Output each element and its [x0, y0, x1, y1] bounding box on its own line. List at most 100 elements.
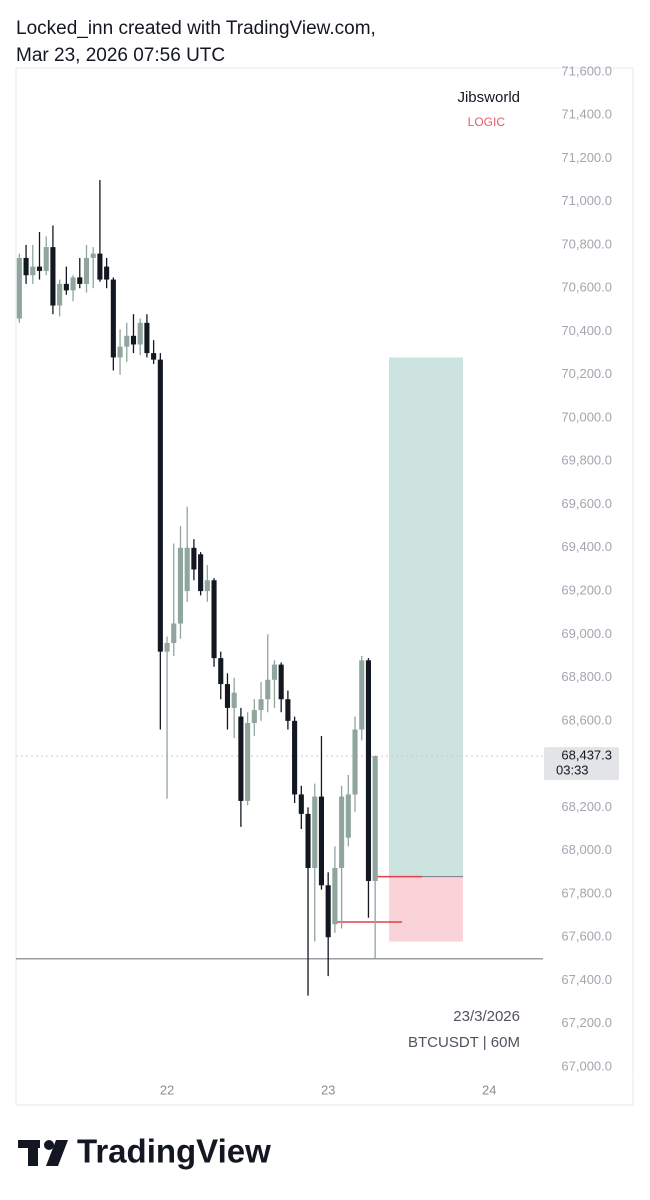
- y-tick-label: 69,400.0: [561, 539, 612, 554]
- y-tick-label: 68,800.0: [561, 669, 612, 684]
- candle-body: [231, 692, 237, 708]
- logo-part: [44, 1140, 54, 1150]
- price-label: 68,437.3: [561, 748, 612, 763]
- candle-body: [332, 867, 338, 925]
- y-tick-label: 71,000.0: [561, 193, 612, 208]
- watermark-date: 23/3/2026: [453, 1008, 520, 1025]
- y-tick-label: 67,600.0: [561, 929, 612, 944]
- y-tick-label: 70,800.0: [561, 236, 612, 251]
- y-tick-label: 71,200.0: [561, 150, 612, 165]
- candle-body: [90, 253, 96, 258]
- price-label-box: [544, 747, 619, 781]
- y-tick-label: 70,400.0: [561, 323, 612, 338]
- y-tick-label: 71,400.0: [561, 107, 612, 122]
- y-tick-label: 69,000.0: [561, 626, 612, 641]
- candle-body: [224, 684, 231, 708]
- candle-body: [130, 335, 137, 345]
- candle-body: [285, 699, 291, 721]
- logo-part: [46, 1140, 68, 1166]
- y-tick-label: 71,600.0: [561, 63, 612, 78]
- price-countdown: 03:33: [556, 763, 589, 778]
- candle-body: [238, 716, 244, 801]
- y-tick-label: 69,200.0: [561, 583, 612, 598]
- candle-body: [251, 710, 257, 724]
- candle-body: [23, 257, 29, 276]
- candle-body: [211, 580, 217, 659]
- candle-body: [70, 277, 76, 291]
- header-line: Mar 23, 2026 07:56 UTC: [16, 45, 225, 66]
- candle-body: [218, 658, 224, 685]
- candle-body: [184, 547, 190, 592]
- candle-body: [30, 266, 36, 276]
- x-tick-label: 24: [482, 1082, 496, 1097]
- y-tick-label: 68,200.0: [561, 799, 612, 814]
- y-tick-label: 67,800.0: [561, 885, 612, 900]
- candle-body: [265, 679, 271, 700]
- candle-body: [164, 642, 170, 652]
- candle-body: [16, 257, 22, 319]
- candle-body: [245, 723, 251, 801]
- candle-body: [151, 353, 157, 360]
- candle-body: [372, 756, 378, 881]
- candle-body: [305, 813, 311, 868]
- candle-body: [298, 794, 304, 814]
- candle-body: [345, 794, 351, 838]
- candle-body: [124, 335, 130, 347]
- candle-body: [36, 266, 43, 271]
- candle-body: [271, 664, 278, 680]
- candle-body: [204, 580, 210, 592]
- x-tick-label: 23: [321, 1082, 335, 1097]
- watermark-symbol: BTCUSDT | 60M: [408, 1034, 520, 1051]
- candle-body: [198, 554, 204, 592]
- y-tick-label: 68,600.0: [561, 712, 612, 727]
- candle-body: [104, 266, 110, 280]
- brand-name: TradingView: [77, 1133, 271, 1170]
- y-tick-label: 70,000.0: [561, 409, 612, 424]
- brand-logo: TradingView: [18, 1133, 271, 1170]
- y-tick-label: 67,000.0: [561, 1058, 612, 1073]
- watermark-indicator: LOGIC: [468, 115, 506, 129]
- candle-body: [50, 247, 56, 306]
- x-tick-label: 22: [160, 1082, 174, 1097]
- logo-part: [28, 1140, 38, 1166]
- candle-body: [137, 322, 143, 345]
- candle-body: [157, 359, 163, 652]
- candle-body: [77, 277, 83, 284]
- candle-body: [83, 257, 90, 284]
- y-tick-label: 67,200.0: [561, 1015, 612, 1030]
- candle-body: [191, 547, 197, 570]
- candle-body: [292, 720, 298, 795]
- y-tick-label: 69,600.0: [561, 496, 612, 511]
- candle-body: [117, 346, 123, 358]
- y-tick-label: 69,800.0: [561, 453, 612, 468]
- candle-body: [258, 699, 264, 711]
- candle-body: [63, 283, 69, 291]
- candle-body: [278, 664, 284, 700]
- candle-body: [365, 660, 372, 881]
- candle-body: [97, 253, 103, 280]
- candle-body: [110, 279, 116, 358]
- candle-body: [144, 322, 150, 354]
- candle-body: [57, 283, 63, 306]
- chart: 67,000.0 67,200.0 67,400.0 67,600.0 67,800.0…: [16, 63, 633, 1097]
- header-line: Locked_inn created with TradingView.com,: [16, 18, 376, 39]
- candle-body: [325, 885, 331, 938]
- candle-body: [352, 729, 358, 795]
- position-loss: [389, 876, 463, 942]
- candle-body: [43, 247, 49, 271]
- candle-body: [359, 660, 365, 730]
- y-tick-label: 70,600.0: [561, 280, 612, 295]
- candle-body: [171, 623, 177, 643]
- candle-body: [318, 796, 325, 886]
- watermark-author: Jibsworld: [457, 89, 520, 106]
- chart-frame: [15, 67, 634, 1106]
- y-tick-label: 67,400.0: [561, 972, 612, 987]
- candle-body: [339, 796, 345, 868]
- y-tick-label: 68,000.0: [561, 842, 612, 857]
- y-tick-label: 70,200.0: [561, 366, 612, 381]
- candle-body: [312, 796, 318, 868]
- position-profit: [389, 357, 463, 877]
- candle-body: [177, 547, 184, 624]
